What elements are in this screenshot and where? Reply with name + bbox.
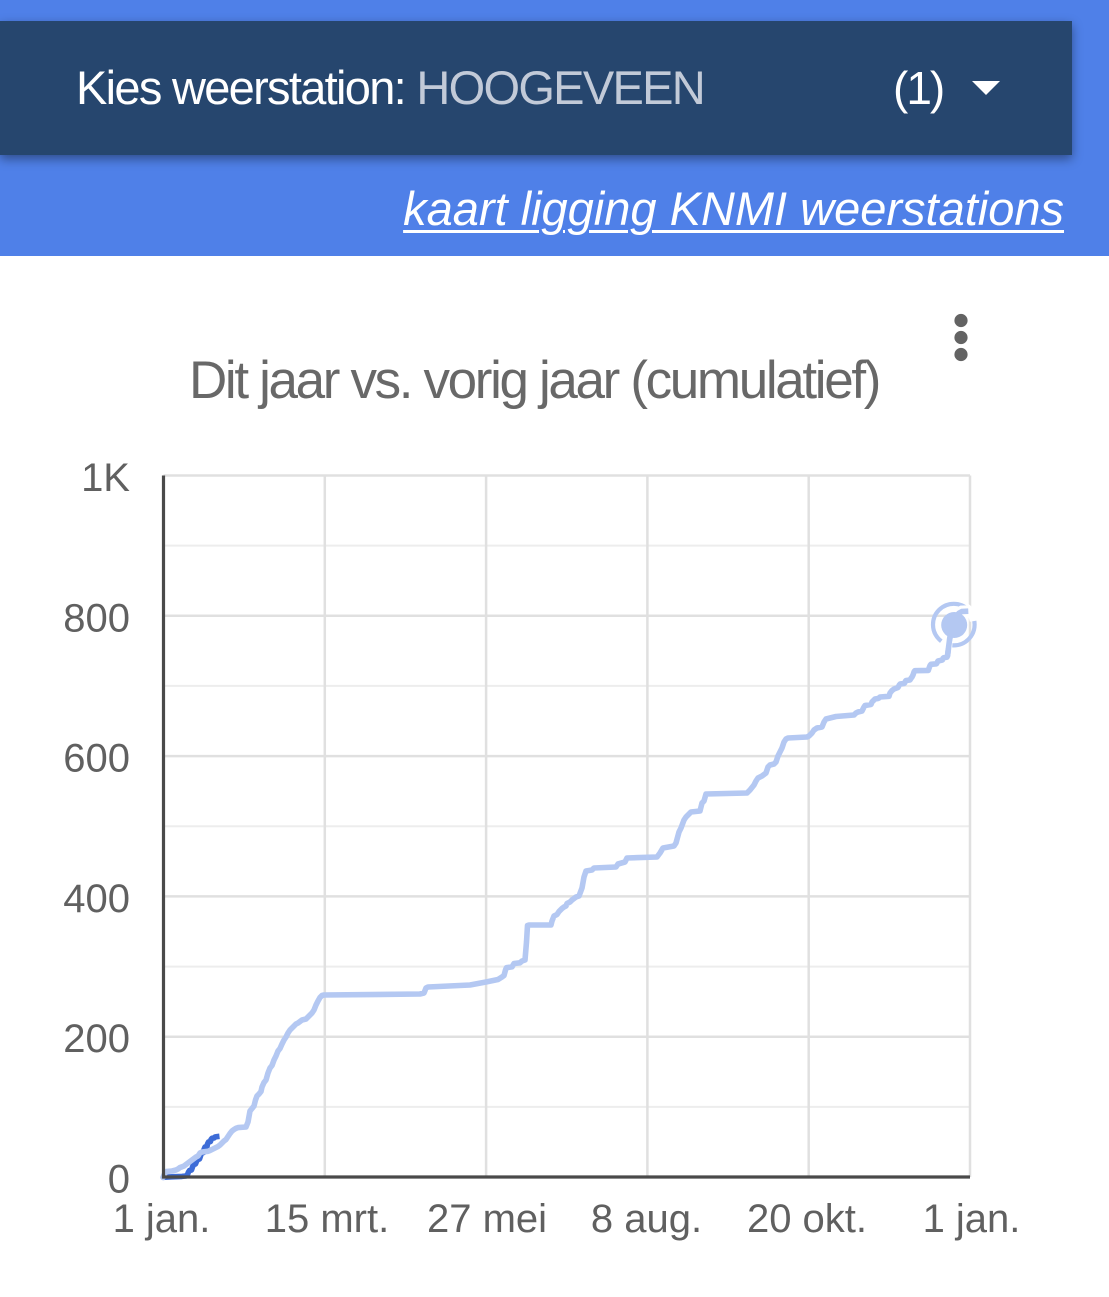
svg-text:Dit jaar vs. vorig jaar (cumul: Dit jaar vs. vorig jaar (cumulatief) bbox=[189, 351, 879, 410]
svg-text:400: 400 bbox=[63, 877, 130, 921]
svg-text:200: 200 bbox=[63, 1017, 130, 1061]
svg-text:20 okt.: 20 okt. bbox=[747, 1197, 867, 1241]
svg-text:600: 600 bbox=[63, 737, 130, 781]
svg-text:0: 0 bbox=[108, 1158, 130, 1202]
svg-text:27 mei: 27 mei bbox=[427, 1197, 547, 1241]
svg-text:15 mrt.: 15 mrt. bbox=[265, 1197, 389, 1241]
svg-text:1 jan.: 1 jan. bbox=[113, 1197, 211, 1241]
svg-text:800: 800 bbox=[63, 596, 130, 640]
svg-text:1 jan.: 1 jan. bbox=[923, 1197, 1021, 1241]
svg-text:1K: 1K bbox=[81, 456, 130, 500]
svg-text:8 aug.: 8 aug. bbox=[591, 1197, 702, 1241]
